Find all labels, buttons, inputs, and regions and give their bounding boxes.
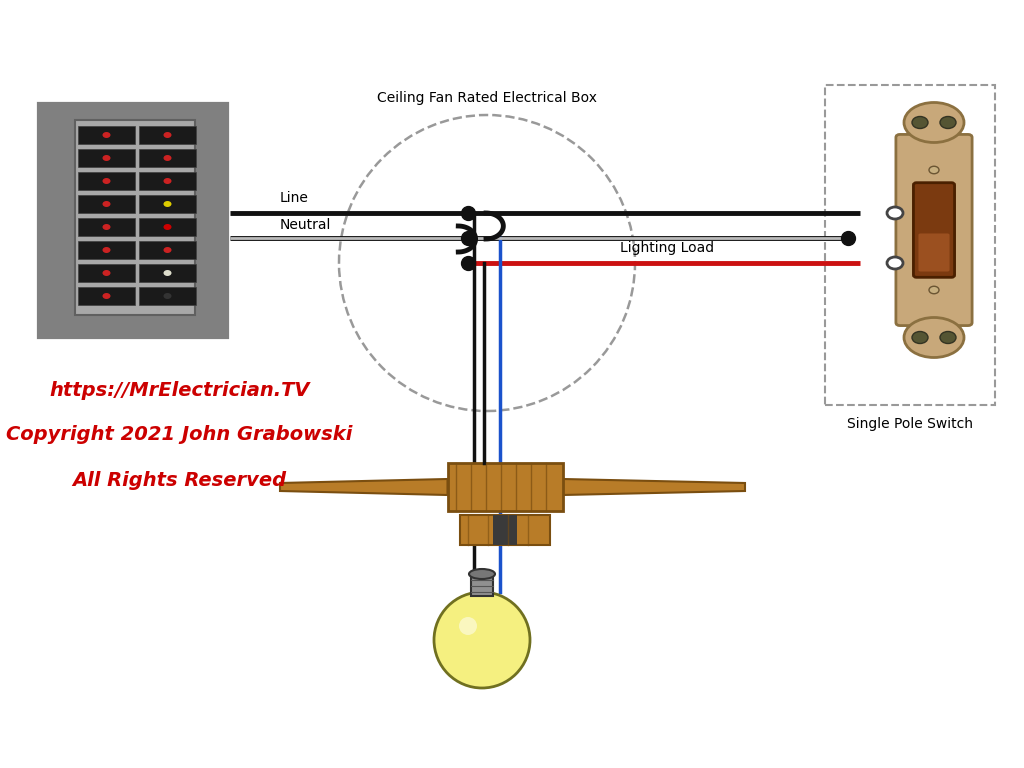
Polygon shape xyxy=(562,479,745,495)
Bar xyxy=(139,218,196,236)
Circle shape xyxy=(102,293,111,299)
Bar xyxy=(78,287,135,305)
Bar xyxy=(35,100,230,340)
Text: Ceiling Fan Rated Electrical Box: Ceiling Fan Rated Electrical Box xyxy=(377,91,597,105)
Bar xyxy=(139,287,196,305)
Bar xyxy=(78,264,135,282)
Circle shape xyxy=(164,270,171,276)
Text: Line: Line xyxy=(280,191,309,205)
FancyBboxPatch shape xyxy=(896,134,972,326)
Bar xyxy=(139,126,196,144)
Bar xyxy=(447,463,562,511)
Circle shape xyxy=(102,132,111,138)
Ellipse shape xyxy=(904,102,964,143)
Circle shape xyxy=(164,178,171,184)
Bar xyxy=(75,120,195,315)
Circle shape xyxy=(164,224,171,230)
Bar xyxy=(78,172,135,190)
Text: Copyright 2021 John Grabowski: Copyright 2021 John Grabowski xyxy=(6,425,352,445)
Ellipse shape xyxy=(434,592,530,688)
Text: Lighting Load: Lighting Load xyxy=(620,241,714,255)
Circle shape xyxy=(164,293,171,299)
Circle shape xyxy=(164,201,171,207)
Circle shape xyxy=(929,286,939,293)
Bar xyxy=(139,195,196,213)
Circle shape xyxy=(164,132,171,138)
Circle shape xyxy=(912,117,928,128)
Bar xyxy=(78,241,135,259)
Circle shape xyxy=(102,224,111,230)
Bar xyxy=(139,264,196,282)
Circle shape xyxy=(164,155,171,161)
Bar xyxy=(78,218,135,236)
Bar xyxy=(471,574,493,596)
Polygon shape xyxy=(280,479,447,495)
Bar xyxy=(78,149,135,167)
Circle shape xyxy=(940,332,956,343)
Circle shape xyxy=(164,247,171,253)
Ellipse shape xyxy=(469,569,495,579)
Bar xyxy=(460,515,550,545)
Bar xyxy=(78,126,135,144)
Circle shape xyxy=(929,166,939,174)
Ellipse shape xyxy=(904,317,964,357)
Bar xyxy=(493,515,517,545)
Bar xyxy=(139,172,196,190)
Circle shape xyxy=(102,201,111,207)
FancyBboxPatch shape xyxy=(919,233,949,272)
Text: Neutral: Neutral xyxy=(280,218,332,232)
Bar xyxy=(78,195,135,213)
Text: https://MrElectrician.TV: https://MrElectrician.TV xyxy=(49,380,309,399)
Text: All Rights Reserved: All Rights Reserved xyxy=(72,471,287,489)
Circle shape xyxy=(102,247,111,253)
Bar xyxy=(139,241,196,259)
Circle shape xyxy=(102,178,111,184)
Circle shape xyxy=(887,207,903,219)
Bar xyxy=(139,149,196,167)
Text: Single Pole Switch: Single Pole Switch xyxy=(847,417,973,431)
Circle shape xyxy=(940,117,956,128)
Ellipse shape xyxy=(459,617,477,635)
Bar xyxy=(825,85,995,405)
Circle shape xyxy=(102,270,111,276)
Circle shape xyxy=(102,155,111,161)
FancyBboxPatch shape xyxy=(913,183,954,277)
Circle shape xyxy=(887,257,903,269)
Circle shape xyxy=(912,332,928,343)
